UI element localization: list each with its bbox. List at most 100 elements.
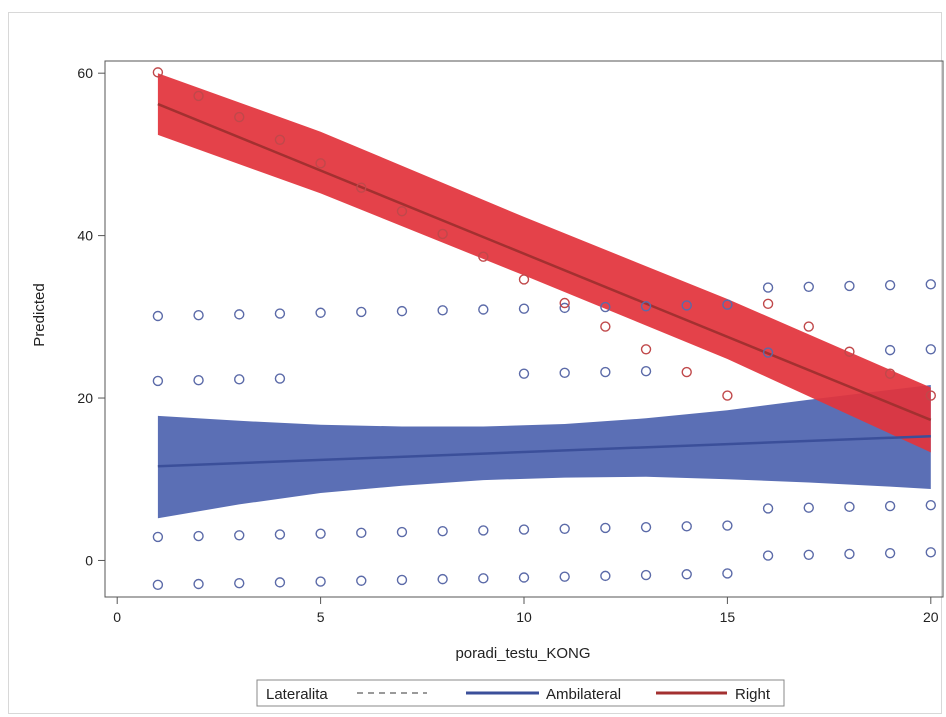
ambilateral-point bbox=[152, 531, 164, 543]
ambilateral-point bbox=[722, 299, 733, 310]
ambilateral-point bbox=[518, 368, 530, 379]
ambilateral-point bbox=[640, 301, 652, 312]
y-tick-label: 60 bbox=[77, 65, 93, 81]
ambilateral-point bbox=[559, 523, 570, 534]
right-point bbox=[396, 206, 408, 217]
x-axis-ticks: 0 5 10 15 20 bbox=[113, 597, 939, 625]
right-point bbox=[803, 321, 814, 332]
ambilateral-point bbox=[559, 367, 570, 379]
ambilateral-point bbox=[193, 309, 204, 321]
right-point bbox=[600, 321, 611, 332]
ambilateral-point bbox=[640, 521, 652, 533]
ambilateral-point bbox=[193, 530, 204, 542]
ambilateral-point bbox=[600, 570, 611, 582]
ambilateral-point bbox=[274, 529, 286, 540]
x-tick-label: 10 bbox=[516, 609, 532, 625]
right-point bbox=[234, 111, 245, 123]
right-point bbox=[722, 390, 733, 401]
ambilateral-point bbox=[478, 304, 489, 315]
ambilateral-point bbox=[478, 573, 489, 584]
ambilateral-point bbox=[356, 306, 367, 318]
ambilateral-point bbox=[640, 366, 652, 377]
right-point bbox=[274, 134, 286, 145]
ambilateral-point bbox=[925, 500, 936, 511]
ambilateral-point bbox=[234, 309, 245, 320]
right-point bbox=[478, 251, 489, 262]
ambilateral-point bbox=[925, 344, 936, 355]
ambilateral-point bbox=[884, 279, 896, 291]
ambilateral-point bbox=[152, 375, 164, 387]
y-axis-ticks: 0 20 40 60 bbox=[77, 65, 105, 568]
ambilateral-point bbox=[762, 550, 774, 561]
x-tick-label: 0 bbox=[113, 609, 121, 625]
legend-right-label: Right bbox=[735, 686, 771, 703]
right-point bbox=[518, 274, 530, 285]
right-point bbox=[152, 67, 164, 78]
ambilateral-point bbox=[600, 366, 611, 378]
right-point bbox=[925, 390, 936, 401]
ambilateral-point bbox=[315, 528, 326, 539]
ambilateral-point bbox=[884, 344, 896, 356]
ambilateral-point bbox=[518, 524, 530, 535]
ambilateral-point bbox=[274, 577, 286, 588]
ambilateral-point bbox=[234, 374, 245, 385]
ambilateral-point bbox=[152, 310, 164, 322]
ambilateral-point bbox=[396, 574, 408, 586]
ambilateral-point bbox=[925, 279, 936, 290]
y-tick-label: 40 bbox=[77, 228, 93, 244]
ambilateral-point bbox=[762, 347, 774, 358]
fit-lines bbox=[157, 102, 932, 468]
ambilateral-point bbox=[437, 305, 448, 316]
ambilateral-point bbox=[559, 302, 570, 314]
ambilateral-point bbox=[234, 577, 245, 589]
right-point bbox=[844, 346, 855, 357]
x-tick-label: 5 bbox=[317, 609, 325, 625]
ambilateral-point bbox=[518, 572, 530, 583]
ambilateral-point bbox=[681, 300, 692, 311]
y-tick-label: 0 bbox=[85, 552, 93, 568]
ambilateral-point bbox=[274, 373, 286, 384]
ambilateral-point bbox=[681, 569, 692, 580]
ambilateral-point bbox=[315, 576, 326, 587]
ambilateral-point bbox=[844, 548, 855, 560]
y-axis-label: Predicted bbox=[31, 283, 48, 346]
right-point bbox=[762, 298, 774, 310]
right-point bbox=[681, 366, 692, 378]
ambilateral-point bbox=[600, 301, 611, 313]
ambilateral-point bbox=[803, 281, 814, 292]
ambilateral-fit-line bbox=[157, 434, 931, 468]
ambilateral-point bbox=[396, 305, 408, 317]
ambilateral-point bbox=[844, 280, 855, 292]
ambilateral-point bbox=[762, 282, 774, 293]
ambilateral-point bbox=[722, 568, 733, 579]
ambilateral-point bbox=[803, 502, 814, 513]
ambilateral-point bbox=[396, 526, 408, 538]
ambilateral-point bbox=[884, 500, 896, 512]
ambilateral-point bbox=[844, 501, 855, 513]
chart-frame bbox=[8, 12, 942, 714]
right-fit-line bbox=[157, 102, 932, 422]
ambilateral-point bbox=[478, 525, 489, 536]
ambilateral-point bbox=[681, 521, 692, 532]
x-tick-label: 15 bbox=[720, 609, 736, 625]
ambilateral-point bbox=[193, 374, 204, 386]
legend-ambilateral-label: Ambilateral bbox=[546, 686, 621, 703]
ambilateral-point bbox=[925, 547, 936, 558]
right-point bbox=[884, 368, 896, 379]
right-point bbox=[356, 182, 367, 193]
ambilateral-point bbox=[640, 569, 652, 581]
ambilateral-point bbox=[518, 303, 530, 314]
ambilateral-point bbox=[315, 307, 326, 318]
legend: Lateralita Ambilateral Right bbox=[256, 679, 785, 707]
legend-title: Lateralita bbox=[266, 686, 328, 703]
x-tick-label: 20 bbox=[923, 609, 939, 625]
ambilateral-point bbox=[193, 578, 204, 590]
ambilateral-point bbox=[437, 573, 448, 585]
ambilateral-point bbox=[356, 575, 367, 586]
ambilateral-point bbox=[152, 579, 164, 591]
ambilateral-point bbox=[803, 549, 814, 560]
right-point bbox=[193, 90, 204, 102]
right-point bbox=[437, 228, 448, 240]
ambilateral-point bbox=[559, 571, 570, 582]
